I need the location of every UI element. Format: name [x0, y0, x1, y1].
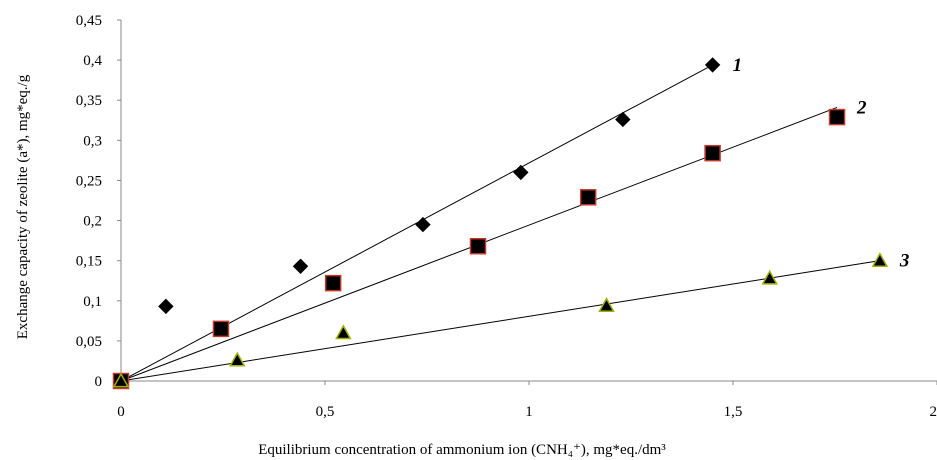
series-label-2: 2: [856, 97, 867, 118]
data-point-series-3: [871, 252, 889, 268]
data-point-series-3: [761, 269, 778, 285]
y-tick-label: 0,1: [83, 294, 102, 310]
x-tick-label: 0,5: [316, 404, 335, 420]
y-tick-label: 0,4: [83, 53, 102, 69]
trend-line-series-3: [120, 260, 880, 382]
data-point-series-1: [615, 111, 631, 128]
y-tick-label: 0,2: [83, 214, 102, 230]
y-axis-label: Exchange capacity of zeolite (a*), mg*eq…: [15, 74, 31, 339]
data-point-series-3: [112, 372, 130, 388]
axes: 0 0,05 0,1 0,15 0,2 0,25 0,3 0,35 0,4 0,45 0 0,5 1 1,…: [76, 13, 937, 420]
data-point-series-1: [292, 258, 309, 274]
y-tick-label: 0,45: [76, 13, 102, 29]
data-point-series-1: [158, 298, 174, 315]
x-tick-label: 1: [525, 404, 533, 420]
fit-lines: [120, 64, 880, 382]
x-axis-label: Equilibrium concentration of ammonium io…: [258, 442, 666, 458]
series-labels: 1 2 3: [733, 55, 910, 272]
series-label-3: 3: [899, 251, 910, 272]
data-point-series-1: [704, 57, 721, 73]
series-label-1: 1: [733, 55, 743, 76]
x-tick-label: 0: [117, 404, 125, 420]
y-tick-label: 0: [95, 374, 103, 390]
y-tick-label: 0,25: [76, 173, 102, 189]
data-point-series-3: [229, 351, 246, 367]
y-tick-label: 0,05: [76, 334, 102, 350]
data-point-series-2: [579, 189, 597, 206]
x-tick-label: 2: [930, 404, 937, 420]
data-point-series-2: [828, 108, 846, 126]
data-point-series-2: [324, 274, 342, 292]
data-point-series-1: [415, 216, 431, 233]
data-point-series-3: [335, 324, 352, 340]
y-tick-label: 0,15: [76, 254, 102, 270]
markers: [112, 57, 889, 390]
y-tick-label: 0,35: [76, 93, 102, 109]
data-point-series-1: [513, 164, 529, 181]
x-tick-label: 1,5: [724, 404, 743, 420]
data-point-series-2: [704, 144, 721, 162]
data-point-series-2: [212, 320, 230, 338]
y-tick-label: 0,3: [83, 133, 102, 149]
trend-line-series-1: [120, 64, 713, 382]
data-point-series-2: [469, 237, 487, 255]
data-point-series-3: [598, 297, 615, 312]
